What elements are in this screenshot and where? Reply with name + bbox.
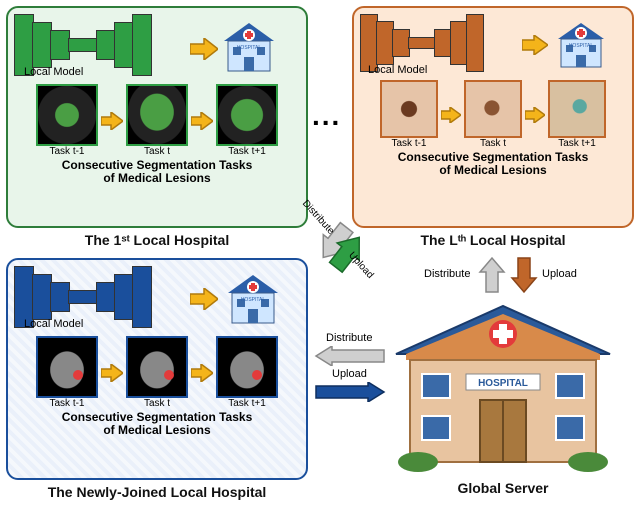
task-arrow-3b xyxy=(191,364,213,382)
model-row-2: Local Model HOSPITAL xyxy=(360,14,626,76)
task-row-2: Task t-1 Task t Task t+1 xyxy=(360,80,626,149)
panel-title-1: The 1ˢᵗ Local Hospital xyxy=(6,232,308,248)
global-server: HOSPITAL xyxy=(388,296,618,486)
model-row-1: Local Model HOSPITAL xyxy=(14,14,300,80)
local-model-3: Local Model xyxy=(14,266,186,332)
task-image-1c xyxy=(216,84,278,146)
task-label-2b: Task t xyxy=(480,138,506,149)
svg-text:HOSPITAL: HOSPITAL xyxy=(478,378,528,389)
local-model-2: Local Model xyxy=(360,14,518,76)
model-to-hospital-arrow-3 xyxy=(190,288,218,310)
task-image-3b xyxy=(126,336,188,398)
task-image-2b xyxy=(464,80,522,138)
task-label-1c: Task t+1 xyxy=(228,146,266,157)
comm-arrows-p1-server: Distribute Upload xyxy=(300,204,380,294)
task-label-2c: Task t+1 xyxy=(558,138,596,149)
task-label-1b: Task t xyxy=(144,146,170,157)
local-model-1: Local Model xyxy=(14,14,186,80)
caption-2: Consecutive Segmentation Tasks of Medica… xyxy=(360,151,626,177)
panel-hospital-new: Local Model HOSPITAL Task t-1 Task t Tas… xyxy=(6,258,308,480)
task-image-1a xyxy=(36,84,98,146)
task-label-3a: Task t-1 xyxy=(49,398,84,409)
model-row-3: Local Model HOSPITAL xyxy=(14,266,300,332)
svg-text:HOSPITAL: HOSPITAL xyxy=(241,297,266,303)
task-image-1b xyxy=(126,84,188,146)
task-image-2c xyxy=(548,80,606,138)
caption-3: Consecutive Segmentation Tasks of Medica… xyxy=(14,411,300,437)
hospital-icon-1: HOSPITAL xyxy=(218,19,280,75)
upload-label-3: Upload xyxy=(332,368,367,380)
task-image-2a xyxy=(380,80,438,138)
upload-label-2: Upload xyxy=(542,268,577,280)
panel-hospital-L: Local Model HOSPITAL Task t-1 Task t Tas… xyxy=(352,6,634,228)
task-label-2a: Task t-1 xyxy=(391,138,426,149)
model-label-2: Local Model xyxy=(368,64,427,76)
task-arrow-2b xyxy=(525,107,545,123)
task-arrow-3a xyxy=(101,364,123,382)
task-label-1a: Task t-1 xyxy=(49,146,84,157)
model-label-1: Local Model xyxy=(24,66,83,78)
panel-title-2: The Lᵗʰ Local Hospital xyxy=(352,232,634,248)
distribute-label-2: Distribute xyxy=(424,268,470,280)
svg-text:HOSPITAL: HOSPITAL xyxy=(569,43,594,49)
task-image-3c xyxy=(216,336,278,398)
panel-hospital-1: Local Model HOSPITAL Task t-1 Task t xyxy=(6,6,308,228)
model-to-hospital-arrow-1 xyxy=(190,38,214,56)
server-title: Global Server xyxy=(388,480,618,496)
caption-3-l2: of Medical Lesions xyxy=(14,424,300,437)
hospital-icon-3: HOSPITAL xyxy=(222,271,284,327)
caption-1: Consecutive Segmentation Tasks of Medica… xyxy=(14,159,300,185)
svg-text:HOSPITAL: HOSPITAL xyxy=(237,45,262,51)
task-row-1: Task t-1 Task t Task t+1 xyxy=(14,84,300,157)
distribute-label-3: Distribute xyxy=(326,332,372,344)
task-arrow-1a xyxy=(101,112,123,130)
task-arrow-2a xyxy=(441,107,461,123)
model-label-3: Local Model xyxy=(24,318,83,330)
task-label-3b: Task t xyxy=(144,398,170,409)
panel-title-3: The Newly-Joined Local Hospital xyxy=(6,484,308,500)
comm-arrows-p2-server: Distribute Upload xyxy=(438,250,558,306)
ellipsis: ... xyxy=(312,100,341,132)
task-image-3a xyxy=(36,336,98,398)
task-row-3: Task t-1 Task t Task t+1 xyxy=(14,336,300,409)
task-label-3c: Task t+1 xyxy=(228,398,266,409)
task-arrow-1b xyxy=(191,112,213,130)
comm-arrows-p3-server: Distribute Upload xyxy=(312,332,388,410)
hospital-icon-2: HOSPITAL xyxy=(552,19,610,71)
caption-2-l2: of Medical Lesions xyxy=(360,164,626,177)
model-to-hospital-arrow-2 xyxy=(522,35,548,55)
caption-1-l2: of Medical Lesions xyxy=(14,172,300,185)
